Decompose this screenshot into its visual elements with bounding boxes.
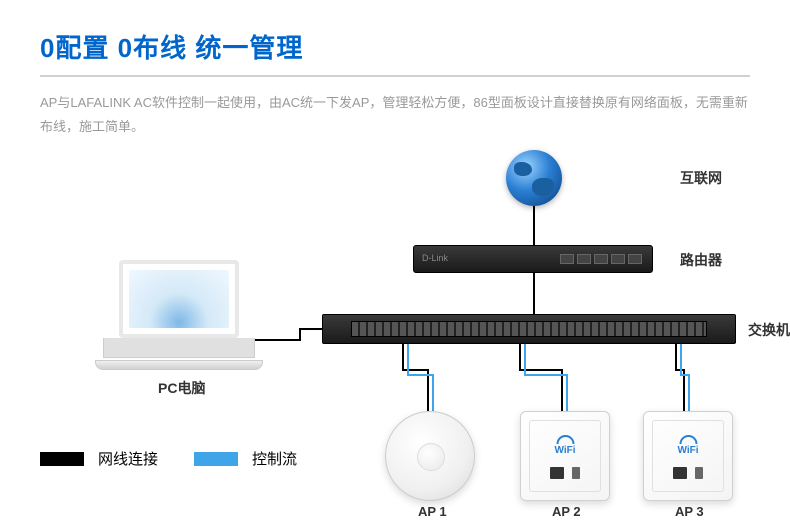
ap3-label: AP 3: [675, 504, 704, 519]
legend: 网线连接 控制流: [40, 448, 297, 469]
internet-globe-icon: [506, 150, 562, 206]
ap1-label: AP 1: [418, 504, 447, 519]
pc-laptop: [95, 260, 263, 372]
wifi-icon: WiFi: [554, 435, 575, 456]
page-title: 0配置 0布线 统一管理: [40, 28, 750, 65]
router-device: D-Link: [413, 245, 653, 273]
legend-control-swatch: [194, 452, 238, 466]
ap2-label: AP 2: [552, 504, 581, 519]
ap2-wall-panel: WiFi: [520, 411, 610, 501]
legend-cable-swatch: [40, 452, 84, 466]
internet-label: 互联网: [680, 168, 722, 188]
ap1-ceiling: [385, 411, 475, 501]
switch-label: 交换机: [748, 320, 790, 340]
wifi-icon: WiFi: [677, 435, 698, 456]
pc-label: PC电脑: [158, 378, 205, 398]
switch-device: [322, 314, 736, 344]
ap3-wall-panel: WiFi: [643, 411, 733, 501]
description-text: AP与LAFALINK AC软件控制一起使用，由AC统一下发AP，管理轻松方便，…: [0, 77, 790, 139]
router-brand: D-Link: [422, 253, 448, 263]
legend-cable-label: 网线连接: [98, 448, 158, 469]
router-label: 路由器: [680, 250, 722, 270]
legend-control-label: 控制流: [252, 448, 297, 469]
